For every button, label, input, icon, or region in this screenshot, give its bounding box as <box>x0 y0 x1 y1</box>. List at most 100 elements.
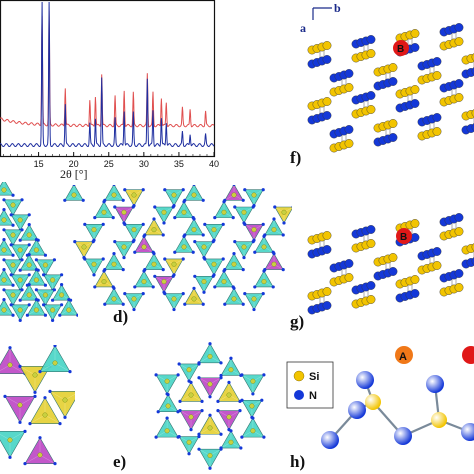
si-legend-label: Si <box>309 371 319 383</box>
n-legend-icon <box>294 390 304 400</box>
n-atom <box>356 371 374 389</box>
atom-pair <box>329 83 354 97</box>
tetrahedron <box>177 434 201 456</box>
n-legend-label: N <box>309 390 317 402</box>
atom-pair <box>351 281 376 295</box>
atom-pair <box>307 301 332 315</box>
tetrahedron <box>93 200 115 220</box>
atom-pair <box>351 35 376 49</box>
tetrahedron <box>203 222 225 242</box>
atom-pair <box>307 245 332 259</box>
tetrahedron <box>0 182 15 197</box>
tetrahedron <box>0 238 15 257</box>
tetrahedron <box>178 380 204 403</box>
x-tick-label: 35 <box>174 159 184 169</box>
tetrahedron <box>93 269 115 289</box>
atom-pair <box>351 91 376 105</box>
atom-pair <box>307 111 332 125</box>
atom-pair <box>351 49 376 63</box>
atom-pair <box>395 29 420 43</box>
tetrahedron <box>38 345 72 374</box>
tetrahedron <box>18 364 52 394</box>
site-b-marker-f: B <box>393 40 409 56</box>
atom-pair <box>373 133 398 147</box>
tetrahedron <box>178 409 204 432</box>
tetrahedron <box>143 252 165 272</box>
atom-pair <box>307 287 332 301</box>
tetrahedron <box>9 273 31 292</box>
polyhedra-panel-bottom-left <box>0 345 75 474</box>
tetrahedron <box>83 257 105 277</box>
tetrahedron <box>243 222 265 242</box>
tetrahedron <box>0 208 15 227</box>
panel-d <box>62 185 292 330</box>
panel-label-f: f) <box>290 148 302 167</box>
atom-pair <box>461 109 474 121</box>
tetrahedron <box>223 286 245 306</box>
atom-pair <box>351 225 376 239</box>
tetrahedron <box>103 185 125 202</box>
atom-pair <box>417 57 442 71</box>
atom-pair <box>461 123 474 135</box>
atom-pair <box>417 71 442 85</box>
tetrahedron <box>133 234 155 254</box>
tetrahedron <box>9 243 31 262</box>
si-atom <box>431 412 447 428</box>
tetrahedron <box>58 298 78 317</box>
tetrahedron <box>223 252 245 272</box>
axis-a-label: a <box>300 21 306 35</box>
tetrahedron <box>263 252 285 272</box>
atom-pair <box>439 227 464 241</box>
tetrahedron <box>51 283 73 302</box>
atom-pair <box>439 23 464 37</box>
xrd-series-line <box>0 10 215 128</box>
tetrahedron <box>156 392 180 414</box>
tetrahedron <box>2 198 24 217</box>
tetrahedron <box>183 217 205 237</box>
atom-pair <box>329 139 354 153</box>
tetrahedron <box>9 303 31 322</box>
tetrahedron <box>153 205 175 225</box>
atom-pair <box>417 113 442 127</box>
x-tick-label: 20 <box>69 159 79 169</box>
atom-pair <box>395 99 420 113</box>
tetrahedron <box>48 389 75 419</box>
axis-b-label: b <box>334 1 341 15</box>
panel-label-g: g) <box>290 312 305 331</box>
plot-frame <box>0 0 216 158</box>
tetrahedron <box>18 223 40 242</box>
atom-pair <box>373 253 398 267</box>
tetrahedron <box>0 429 27 459</box>
site-b-marker-g: B <box>396 228 412 244</box>
tetrahedron <box>2 228 24 247</box>
tetrahedron <box>216 380 242 403</box>
atom-pair <box>461 67 474 79</box>
tetrahedron <box>153 274 175 294</box>
tetrahedron <box>25 298 48 317</box>
atom-pair <box>329 259 354 273</box>
atom-pair <box>373 77 398 91</box>
tetrahedron <box>83 222 105 242</box>
tetrahedron <box>42 303 64 322</box>
polyhedra-panel-left <box>0 182 78 327</box>
x-tick-label: 30 <box>139 159 149 169</box>
tetrahedron <box>163 292 185 312</box>
tetrahedron <box>193 240 215 260</box>
panel-f: a b B <box>290 0 474 175</box>
tetrahedron <box>243 292 265 312</box>
tetrahedron <box>197 447 223 470</box>
atom-pair <box>351 239 376 253</box>
tetrahedron <box>163 188 185 208</box>
tetrahedron <box>103 252 125 272</box>
atom-pair <box>329 125 354 139</box>
tetrahedron <box>123 222 145 242</box>
atom-pair <box>417 127 442 141</box>
atom-pair <box>373 119 398 133</box>
tetrahedron <box>197 413 223 436</box>
site-a-marker: A <box>395 346 413 364</box>
tetrahedron <box>253 234 275 254</box>
tetrahedron <box>154 416 180 439</box>
panel-label-h: h) <box>290 452 306 471</box>
atom-pair <box>395 85 420 99</box>
atom-pair <box>307 97 332 111</box>
